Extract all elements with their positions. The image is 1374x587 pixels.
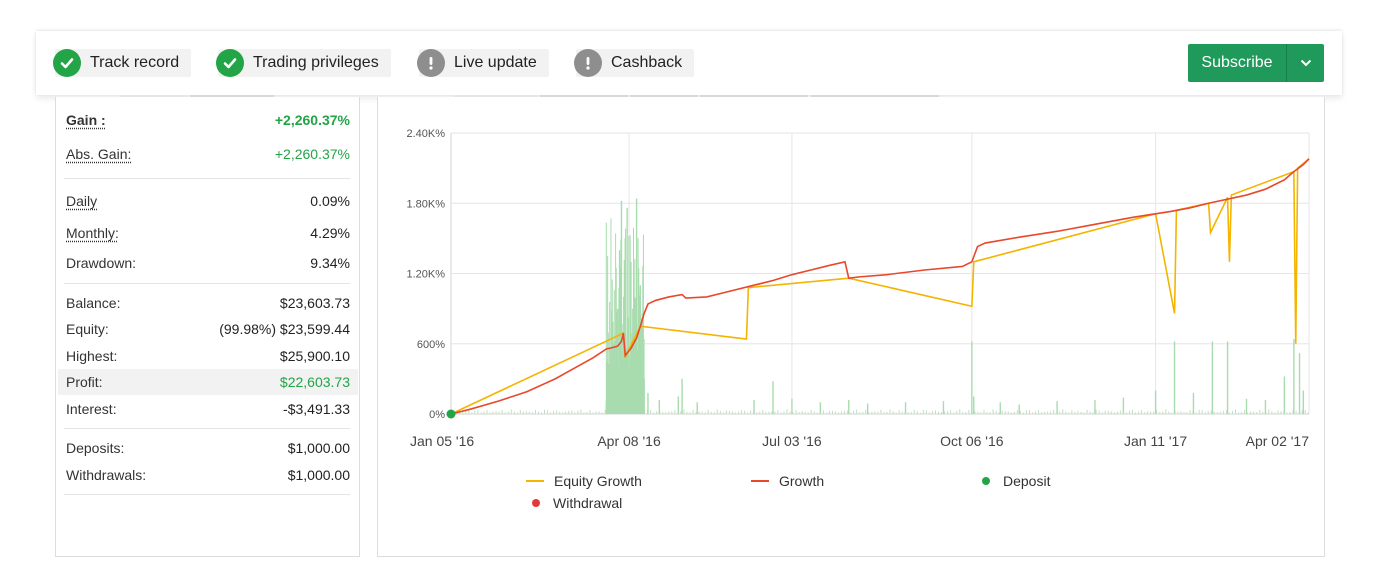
badge-label: Track record xyxy=(90,54,180,71)
growth-chart-panel: 0% 600% 1.20K% 1.80K% 2.40K% Jan 05 '16 Apr 08… xyxy=(377,97,1325,557)
stat-value: +2,260.37% xyxy=(274,146,350,162)
badge-label: Trading privileges xyxy=(253,54,379,71)
stat-profit: Profit: $22,603.73 xyxy=(58,369,358,395)
stat-drawdown: Drawdown: 9.34% xyxy=(58,250,358,276)
x-tick-label: Jan 11 '17 xyxy=(1124,433,1187,449)
stat-withdrawals: Withdrawals: $1,000.00 xyxy=(58,462,358,488)
legend-label: Equity Growth xyxy=(554,473,642,489)
stat-label[interactable]: Monthly: xyxy=(66,225,119,241)
legend-equity-growth[interactable]: Equity Growth xyxy=(526,473,642,489)
stat-label: Balance: xyxy=(66,295,121,311)
badge-cashback[interactable]: Cashback xyxy=(574,49,695,77)
stat-value: 4.29% xyxy=(310,225,350,241)
stat-daily: Daily 0.09% xyxy=(58,188,358,214)
stat-label: Interest: xyxy=(66,401,117,417)
equity-growth-line xyxy=(450,158,1310,415)
y-tick-label: 2.40K% xyxy=(406,128,445,140)
legend-label: Growth xyxy=(779,473,825,489)
stat-value: $23,603.73 xyxy=(279,295,350,311)
badge-track-record[interactable]: Track record xyxy=(53,49,192,77)
stat-label: Deposits: xyxy=(66,440,125,456)
divider xyxy=(64,178,350,179)
exclamation-icon xyxy=(574,49,602,77)
legend-swatch xyxy=(532,499,540,507)
stat-value: $1,000.00 xyxy=(287,440,350,456)
stat-value: $1,000.00 xyxy=(287,467,350,483)
growth-line xyxy=(450,158,1310,415)
stat-value: 0.09% xyxy=(310,193,350,209)
stat-label: Equity: xyxy=(66,321,109,337)
deposit-marker xyxy=(446,409,456,419)
stats-panel: Gain : +2,260.37% Abs. Gain: +2,260.37% … xyxy=(55,97,360,557)
legend-deposit[interactable]: Deposit xyxy=(978,473,1050,489)
stat-abs-gain: Abs. Gain: +2,260.37% xyxy=(58,141,358,167)
stat-deposits: Deposits: $1,000.00 xyxy=(58,435,358,461)
stat-label[interactable]: Abs. Gain: xyxy=(66,146,132,162)
x-tick-label: Apr 02 '17 xyxy=(1246,433,1310,449)
stat-value: $25,900.10 xyxy=(279,348,350,364)
stat-value: 9.34% xyxy=(310,255,350,271)
stat-value: (99.98%) $23,599.44 xyxy=(219,321,350,337)
x-tick-label: Oct 06 '16 xyxy=(940,433,1004,449)
divider xyxy=(64,428,350,429)
legend-swatch xyxy=(751,480,769,482)
legend-swatch xyxy=(982,477,990,485)
legend-growth[interactable]: Growth xyxy=(751,473,824,489)
legend-swatch xyxy=(526,480,544,482)
stat-label: Drawdown: xyxy=(66,255,137,271)
subscribe-button[interactable]: Subscribe xyxy=(1201,54,1273,71)
stat-interest: Interest: -$3,491.33 xyxy=(58,396,358,422)
stat-label: Highest: xyxy=(66,348,118,364)
badge-label: Cashback xyxy=(611,54,683,71)
stat-value: $22,603.73 xyxy=(279,374,350,390)
x-tick-label: Jan 05 '16 xyxy=(410,433,474,449)
subscribe-button-group: Subscribe xyxy=(1188,44,1324,82)
chevron-down-icon xyxy=(1300,59,1311,67)
button-divider xyxy=(1286,44,1287,82)
y-tick-label: 600% xyxy=(417,339,445,351)
divider xyxy=(64,283,350,284)
stat-monthly: Monthly: 4.29% xyxy=(58,220,358,246)
badge-trading-privileges[interactable]: Trading privileges xyxy=(216,49,391,77)
badge-label: Live update xyxy=(454,54,537,71)
checkmark-icon xyxy=(53,49,81,77)
stat-value: +2,260.37% xyxy=(274,112,350,128)
exclamation-icon xyxy=(417,49,445,77)
subscribe-dropdown-toggle[interactable] xyxy=(1287,44,1324,82)
stat-highest: Highest: $25,900.10 xyxy=(58,343,358,369)
stat-label[interactable]: Daily xyxy=(66,193,98,209)
stat-value: -$3,491.33 xyxy=(283,401,350,417)
y-tick-label: 0% xyxy=(429,409,445,421)
badge-live-update[interactable]: Live update xyxy=(417,49,549,77)
checkmark-icon xyxy=(216,49,244,77)
legend-withdrawal[interactable]: Withdrawal xyxy=(528,495,622,511)
legend-label: Withdrawal xyxy=(553,495,623,511)
stat-label[interactable]: Gain : xyxy=(66,112,106,128)
growth-chart[interactable]: 0% 600% 1.20K% 1.80K% 2.40K% Jan 05 '16 Apr 08… xyxy=(378,97,1324,556)
y-tick-label: 1.20K% xyxy=(406,269,445,281)
x-tick-label: Apr 08 '16 xyxy=(597,433,661,449)
legend-label: Deposit xyxy=(1003,473,1051,489)
x-tick-label: Jul 03 '16 xyxy=(762,433,822,449)
stat-label: Profit: xyxy=(66,374,103,390)
divider xyxy=(64,494,350,495)
stat-balance: Balance: $23,603.73 xyxy=(58,290,358,316)
y-tick-label: 1.80K% xyxy=(406,198,445,210)
stat-equity: Equity: (99.98%) $23,599.44 xyxy=(58,316,358,342)
stat-label: Withdrawals: xyxy=(66,467,147,483)
stat-gain: Gain : +2,260.37% xyxy=(58,107,358,133)
